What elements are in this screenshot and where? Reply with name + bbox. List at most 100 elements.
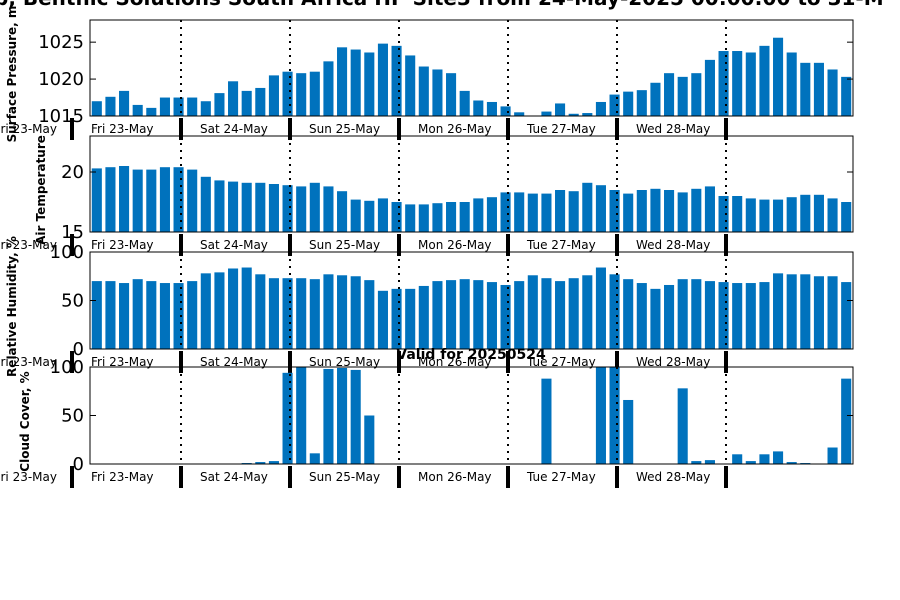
bar: [446, 73, 457, 116]
bar: [200, 101, 211, 116]
bar: [350, 369, 361, 464]
bar: [364, 52, 375, 116]
date-tick-label: Mon 26-May: [418, 355, 492, 369]
date-tick-label: Tue 27-May: [526, 238, 596, 252]
date-tick-label: Sat 24-May: [200, 238, 268, 252]
date-tick-label: Mon 26-May: [418, 470, 492, 484]
panel-title: Valid for 20250524: [396, 347, 546, 363]
bar: [255, 87, 266, 116]
bar: [636, 283, 647, 349]
bar: [432, 203, 443, 232]
bar: [718, 282, 729, 349]
bar: [241, 90, 252, 116]
bar: [650, 82, 661, 116]
bar: [105, 96, 116, 116]
bar: [91, 281, 102, 349]
bar: [200, 273, 211, 349]
bar: [691, 73, 702, 116]
bar: [432, 281, 443, 349]
bar: [800, 62, 811, 116]
bar: [664, 284, 675, 349]
chart-title: b, Benthic Solutions South Africa HP Sit…: [0, 0, 884, 10]
bar: [759, 199, 770, 232]
bar: [609, 367, 620, 464]
bar: [391, 288, 402, 349]
bar: [541, 278, 552, 349]
bar: [377, 198, 388, 232]
bar: [255, 182, 266, 232]
bar: [364, 200, 375, 232]
date-tick-label: ri 23-May: [1, 355, 58, 369]
bar: [773, 451, 784, 464]
bar: [677, 388, 688, 464]
bar: [841, 202, 852, 232]
date-tick-label: Sun 25-May: [309, 470, 380, 484]
bar: [214, 272, 225, 349]
bar: [827, 276, 838, 349]
bar: [309, 71, 320, 116]
bar: [418, 285, 429, 349]
bar: [459, 90, 470, 116]
bar: [568, 113, 579, 116]
bar: [446, 280, 457, 349]
bar: [105, 167, 116, 232]
y-axis-label: Surface Pressure, m: [5, 6, 19, 143]
bar: [309, 182, 320, 232]
plot-frame: [89, 135, 854, 233]
bar: [514, 281, 525, 349]
y-axis-label: Air Temperature: [34, 135, 48, 245]
bar: [214, 93, 225, 116]
bar: [514, 192, 525, 232]
bar: [132, 279, 143, 349]
bar: [841, 282, 852, 349]
bar: [337, 191, 348, 232]
bar: [364, 280, 375, 349]
bar: [500, 284, 511, 349]
bar: [309, 279, 320, 349]
bar: [718, 196, 729, 232]
bar: [200, 176, 211, 232]
bar: [773, 199, 784, 232]
bar: [541, 378, 552, 464]
plot-frame: [89, 19, 854, 117]
date-tick-label: Sun 25-May: [309, 355, 380, 369]
bar: [473, 280, 484, 349]
bar: [268, 278, 279, 349]
bar: [745, 198, 756, 232]
bar: [296, 278, 307, 349]
bar: [527, 193, 538, 232]
bar: [718, 51, 729, 116]
bar: [323, 61, 334, 116]
bar: [555, 281, 566, 349]
panel-3: 0 50 100 Relative Humidity, %ri 23-May Fri 2…: [1, 236, 854, 377]
bar: [623, 399, 634, 464]
bar: [255, 274, 266, 349]
date-tick-label: Fri 23-May: [91, 122, 154, 136]
bar: [159, 97, 170, 116]
y-axis-label: Cloud Cover, %: [18, 371, 32, 471]
bar: [337, 367, 348, 464]
bar: [827, 198, 838, 232]
bar: [268, 184, 279, 232]
bar: [405, 55, 416, 116]
date-tick-label: Tue 27-May: [526, 470, 596, 484]
y-tick-label: 1020: [38, 69, 84, 90]
date-tick-label: ri 23-May: [1, 238, 58, 252]
date-tick-label: ri 23-May: [1, 122, 58, 136]
date-tick-label: Sun 25-May: [309, 238, 380, 252]
bar: [773, 37, 784, 116]
bar: [732, 283, 743, 349]
y-axis-label: Relative Humidity, %: [5, 236, 19, 377]
bar: [146, 281, 157, 349]
bar: [486, 197, 497, 232]
bar: [691, 188, 702, 232]
date-tick-label: Fri 23-May: [91, 470, 154, 484]
bar: [609, 190, 620, 232]
bar: [827, 447, 838, 464]
bar: [623, 279, 634, 349]
bar: [459, 202, 470, 232]
bar: [595, 101, 606, 116]
y-tick-label: 0: [73, 339, 84, 360]
